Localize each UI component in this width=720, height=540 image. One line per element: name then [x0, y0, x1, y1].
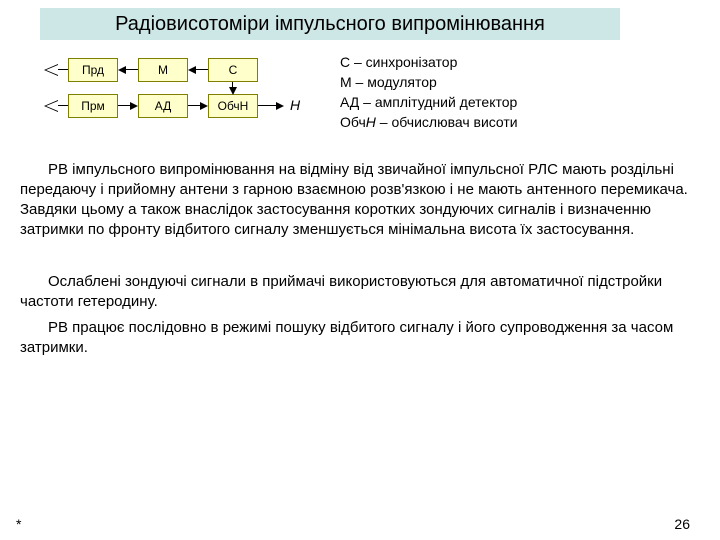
wire	[124, 69, 138, 70]
antenna-rx-icon	[44, 100, 58, 112]
box-ad: АД	[138, 94, 188, 118]
wire	[58, 69, 68, 70]
box-m: М	[138, 58, 188, 82]
legend-ad: АД – амплітудний детектор	[340, 92, 518, 112]
legend-m: М – модулятор	[340, 72, 518, 92]
paragraph-2: Ослаблені зондуючі сигнали в приймачі ви…	[20, 272, 700, 312]
box-prm: Прм	[68, 94, 118, 118]
wire	[258, 105, 278, 106]
legend: С – синхронізатор М – модулятор АД – амп…	[340, 52, 518, 132]
arrow-icon	[188, 66, 196, 74]
page-title: Радіовисотоміри імпульсного випромінюван…	[40, 8, 620, 40]
arrow-icon	[276, 102, 284, 110]
title-text: Радіовисотоміри імпульсного випромінюван…	[115, 13, 545, 35]
legend-c: С – синхронізатор	[340, 52, 518, 72]
wire	[194, 69, 208, 70]
block-diagram: Прд М С Прм АД ОбчH H	[28, 54, 308, 134]
page-number: 26	[674, 516, 690, 532]
footer-left: *	[16, 516, 21, 532]
arrow-icon	[229, 87, 237, 95]
arrow-icon	[130, 102, 138, 110]
antenna-tx-icon	[44, 64, 58, 76]
paragraph-1: РВ імпульсного випромінювання на відміну…	[20, 160, 700, 240]
arrow-icon	[118, 66, 126, 74]
box-c: С	[208, 58, 258, 82]
legend-obch: ОбчН – обчислювач висоти	[340, 112, 518, 132]
paragraph-3: РВ працює послідовно в режимі пошуку від…	[20, 318, 700, 358]
box-prd: Прд	[68, 58, 118, 82]
h-output-label: H	[290, 97, 300, 113]
wire	[58, 105, 68, 106]
arrow-icon	[200, 102, 208, 110]
box-obch: ОбчH	[208, 94, 258, 118]
